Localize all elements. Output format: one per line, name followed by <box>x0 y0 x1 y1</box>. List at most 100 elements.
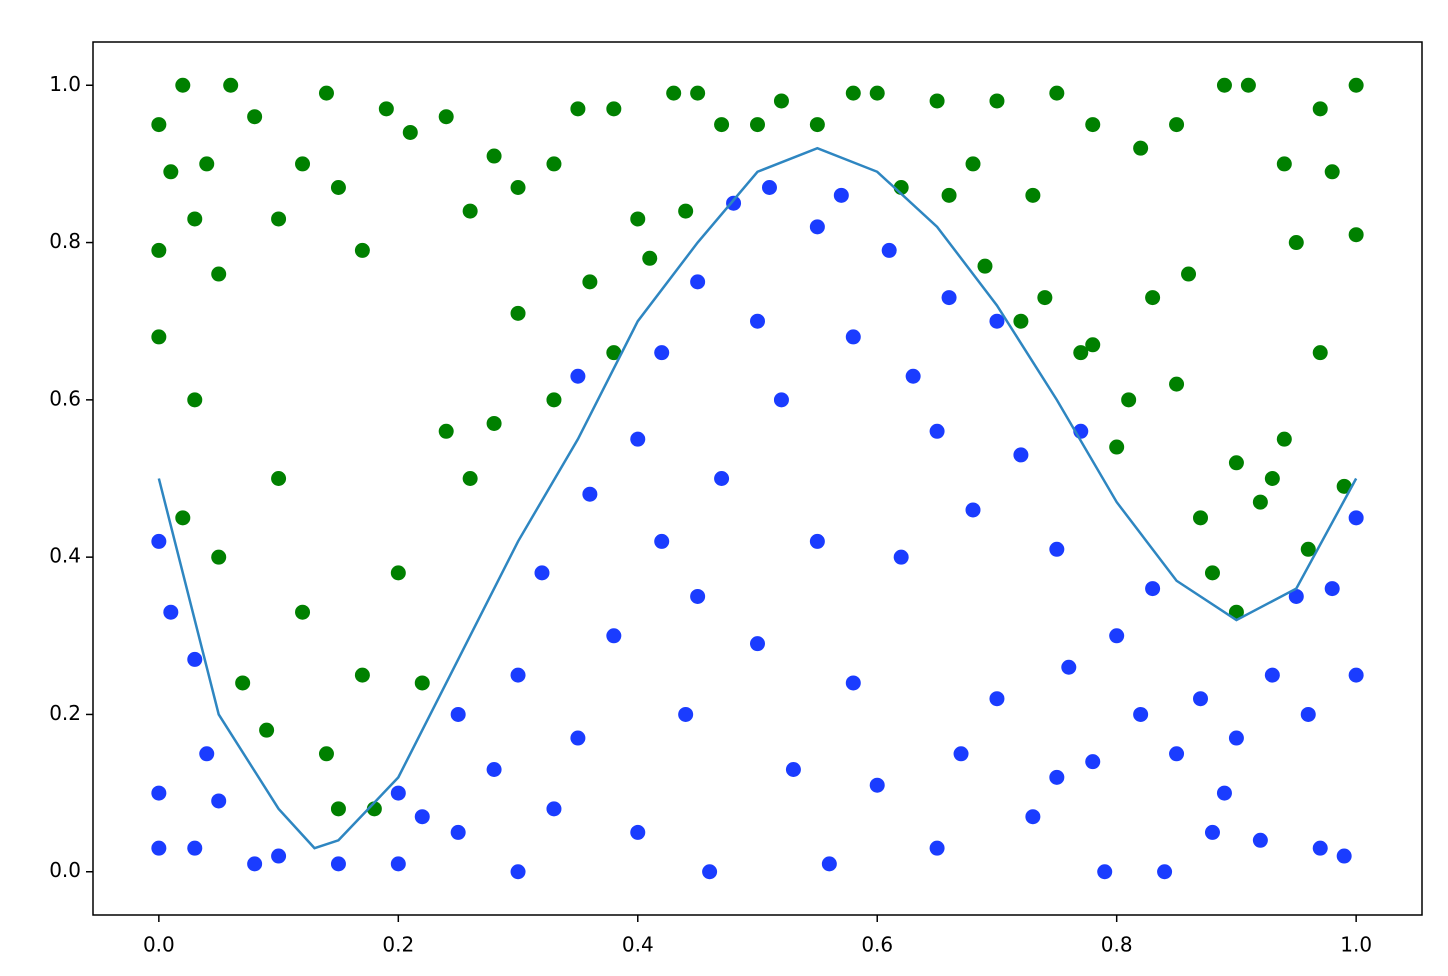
scatter-point <box>1061 659 1077 675</box>
scatter-point <box>259 722 275 738</box>
scatter-point <box>1073 345 1089 361</box>
scatter-point <box>1264 471 1280 486</box>
scatter-point <box>1049 85 1065 101</box>
scatter-point <box>211 266 227 282</box>
scatter-point <box>175 77 191 93</box>
scatter-point <box>414 675 430 691</box>
scatter-point <box>773 93 789 109</box>
scatter-point <box>953 746 969 762</box>
scatter-point <box>414 809 430 825</box>
scatter-point <box>989 313 1005 329</box>
y-tick-label: 0.0 <box>49 858 81 882</box>
scatter-point <box>845 85 861 101</box>
scatter-point <box>582 274 598 290</box>
scatter-point <box>175 510 191 526</box>
scatter-point <box>1312 345 1328 361</box>
scatter-point <box>1324 164 1340 180</box>
scatter-point <box>1228 604 1244 620</box>
scatter-point <box>845 675 861 691</box>
scatter-point <box>151 785 167 801</box>
x-tick-label: 0.4 <box>622 933 654 957</box>
y-tick-label: 0.8 <box>49 229 81 253</box>
scatter-point <box>247 109 263 125</box>
scatter-point <box>1240 77 1256 93</box>
scatter-point <box>1252 494 1268 510</box>
scatter-point <box>941 290 957 306</box>
scatter-point <box>1312 101 1328 117</box>
scatter-point <box>235 675 251 691</box>
scatter-point <box>1216 77 1232 93</box>
scatter-point <box>1336 848 1352 864</box>
scatter-point <box>606 101 622 117</box>
scatter-point <box>462 203 478 219</box>
scatter-point <box>151 533 167 549</box>
y-tick-label: 0.2 <box>49 701 81 725</box>
scatter-point <box>462 471 478 486</box>
scatter-point <box>354 242 370 258</box>
scatter-point <box>1049 541 1065 557</box>
scatter-point <box>1204 824 1220 840</box>
scatter-point <box>630 824 646 840</box>
scatter-point <box>330 801 346 817</box>
scatter-point <box>1133 140 1149 156</box>
scatter-point <box>510 305 526 321</box>
scatter-point <box>1336 478 1352 494</box>
scatter-point <box>809 533 825 549</box>
scatter-point <box>1169 117 1185 133</box>
y-tick-label: 0.6 <box>49 386 81 410</box>
scatter-point <box>1037 290 1053 306</box>
scatter-point <box>1085 117 1101 133</box>
scatter-point <box>1228 455 1244 471</box>
plot-frame <box>92 41 1423 916</box>
scatter-point <box>582 486 598 502</box>
scatter-point <box>606 628 622 644</box>
scatter-point <box>678 706 694 722</box>
scatter-point <box>761 180 777 195</box>
scatter-point <box>330 180 346 195</box>
scatter-point <box>1204 565 1220 581</box>
scatter-point <box>211 549 227 565</box>
scatter-point <box>833 187 849 203</box>
scatter-point <box>223 77 239 93</box>
scatter-point <box>929 423 945 439</box>
scatter-point <box>630 211 646 227</box>
scatter-point <box>151 117 167 133</box>
scatter-point <box>1348 667 1364 683</box>
scatter-point <box>1324 581 1340 597</box>
scatter-point <box>1145 581 1161 597</box>
scatter-point <box>187 392 203 408</box>
scatter-point <box>390 856 406 872</box>
scatter-point <box>570 730 586 746</box>
scatter-point <box>1157 864 1173 880</box>
scatter-point <box>1348 77 1364 93</box>
scatter-point <box>510 864 526 880</box>
scatter-point <box>630 431 646 447</box>
scatter-point <box>1252 832 1268 848</box>
scatter-point <box>809 219 825 235</box>
scatter-point <box>714 471 730 486</box>
scatter-point <box>510 180 526 195</box>
scatter-point <box>1276 156 1292 172</box>
scatter-point <box>893 549 909 565</box>
scatter-point <box>642 250 658 266</box>
scatter-point <box>1025 187 1041 203</box>
scatter-point <box>1312 840 1328 856</box>
scatter-point <box>199 746 215 762</box>
scatter-point <box>809 117 825 133</box>
scatter-point <box>187 211 203 227</box>
scatter-point <box>163 604 179 620</box>
scatter-point <box>1228 730 1244 746</box>
scatter-point <box>402 124 418 140</box>
x-tick-label: 0.2 <box>382 933 414 957</box>
scatter-point <box>690 588 706 604</box>
scatter-point <box>151 329 167 345</box>
scatter-point <box>785 762 801 777</box>
scatter-point <box>1121 392 1137 408</box>
scatter-point <box>295 604 311 620</box>
scatter-point <box>354 667 370 683</box>
scatter-point <box>1300 541 1316 557</box>
scatter-point <box>702 864 718 880</box>
scatter-point <box>1193 510 1208 526</box>
scatter-point <box>570 368 586 384</box>
scatter-point <box>989 691 1005 707</box>
